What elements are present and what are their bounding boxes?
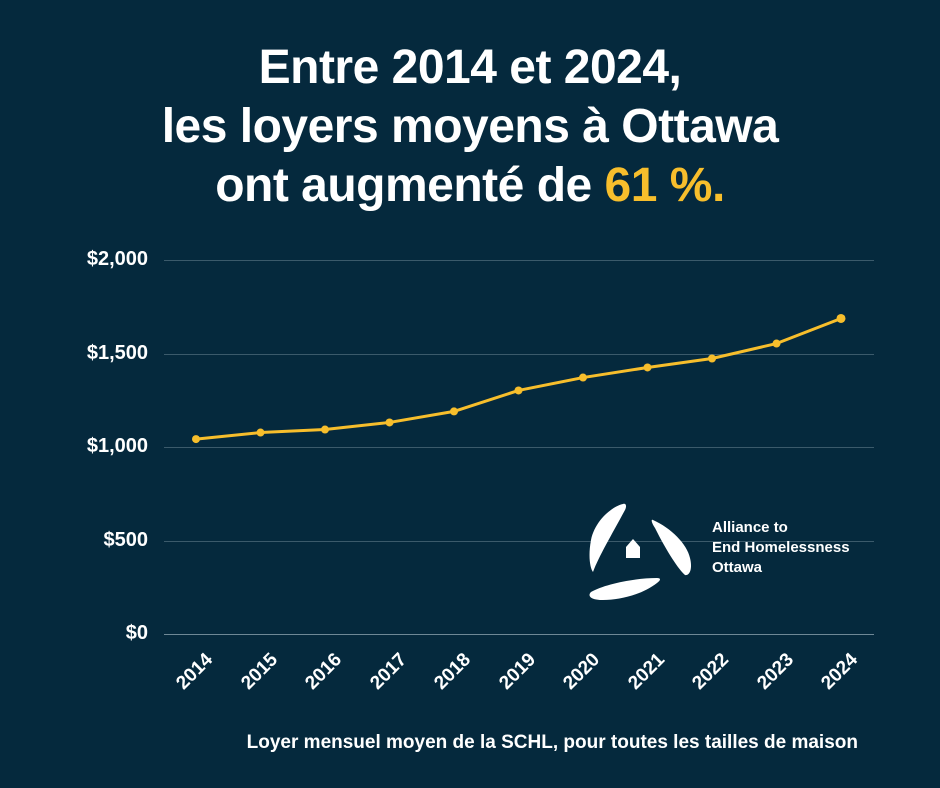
data-point xyxy=(450,407,458,416)
headline-line-2: les loyers moyens à Ottawa xyxy=(161,100,779,153)
data-point xyxy=(643,363,652,372)
data-point xyxy=(772,339,781,348)
y-tick-label: $2,000 xyxy=(86,248,148,270)
organization-name: Alliance to End Homelessness Ottawa xyxy=(712,518,850,578)
headline: Entre 2014 et 2024, les loyers moyens à … xyxy=(0,38,940,215)
headline-line-3: ont augmenté de 61 %. xyxy=(0,156,940,215)
chart-caption: Loyer mensuel moyen de la SCHL, pour tou… xyxy=(246,732,858,753)
data-point xyxy=(321,425,329,434)
data-point xyxy=(579,373,587,382)
data-point xyxy=(385,418,394,427)
data-point xyxy=(708,354,716,363)
data-point xyxy=(192,435,200,444)
headline-line-3-prefix: ont augmenté de xyxy=(215,159,605,212)
y-tick-label: $1,500 xyxy=(86,342,148,364)
org-name-line-3: Ottawa xyxy=(712,559,763,576)
headline-line-1: Entre 2014 et 2024, xyxy=(258,41,682,94)
y-tick-label: $500 xyxy=(103,529,149,551)
gridlines xyxy=(164,260,874,635)
data-point xyxy=(256,428,265,437)
data-point xyxy=(514,386,523,395)
headline-highlight-percent: 61 %. xyxy=(604,159,726,212)
y-tick-label: $0 xyxy=(125,622,148,644)
org-name-line-2: End Homelessness xyxy=(712,539,850,556)
data-point xyxy=(836,313,846,323)
alliance-logo-icon xyxy=(589,503,692,600)
org-name-line-1: Alliance to xyxy=(712,519,788,536)
data-series-line xyxy=(192,313,846,444)
y-tick-label: $1,000 xyxy=(86,435,148,457)
